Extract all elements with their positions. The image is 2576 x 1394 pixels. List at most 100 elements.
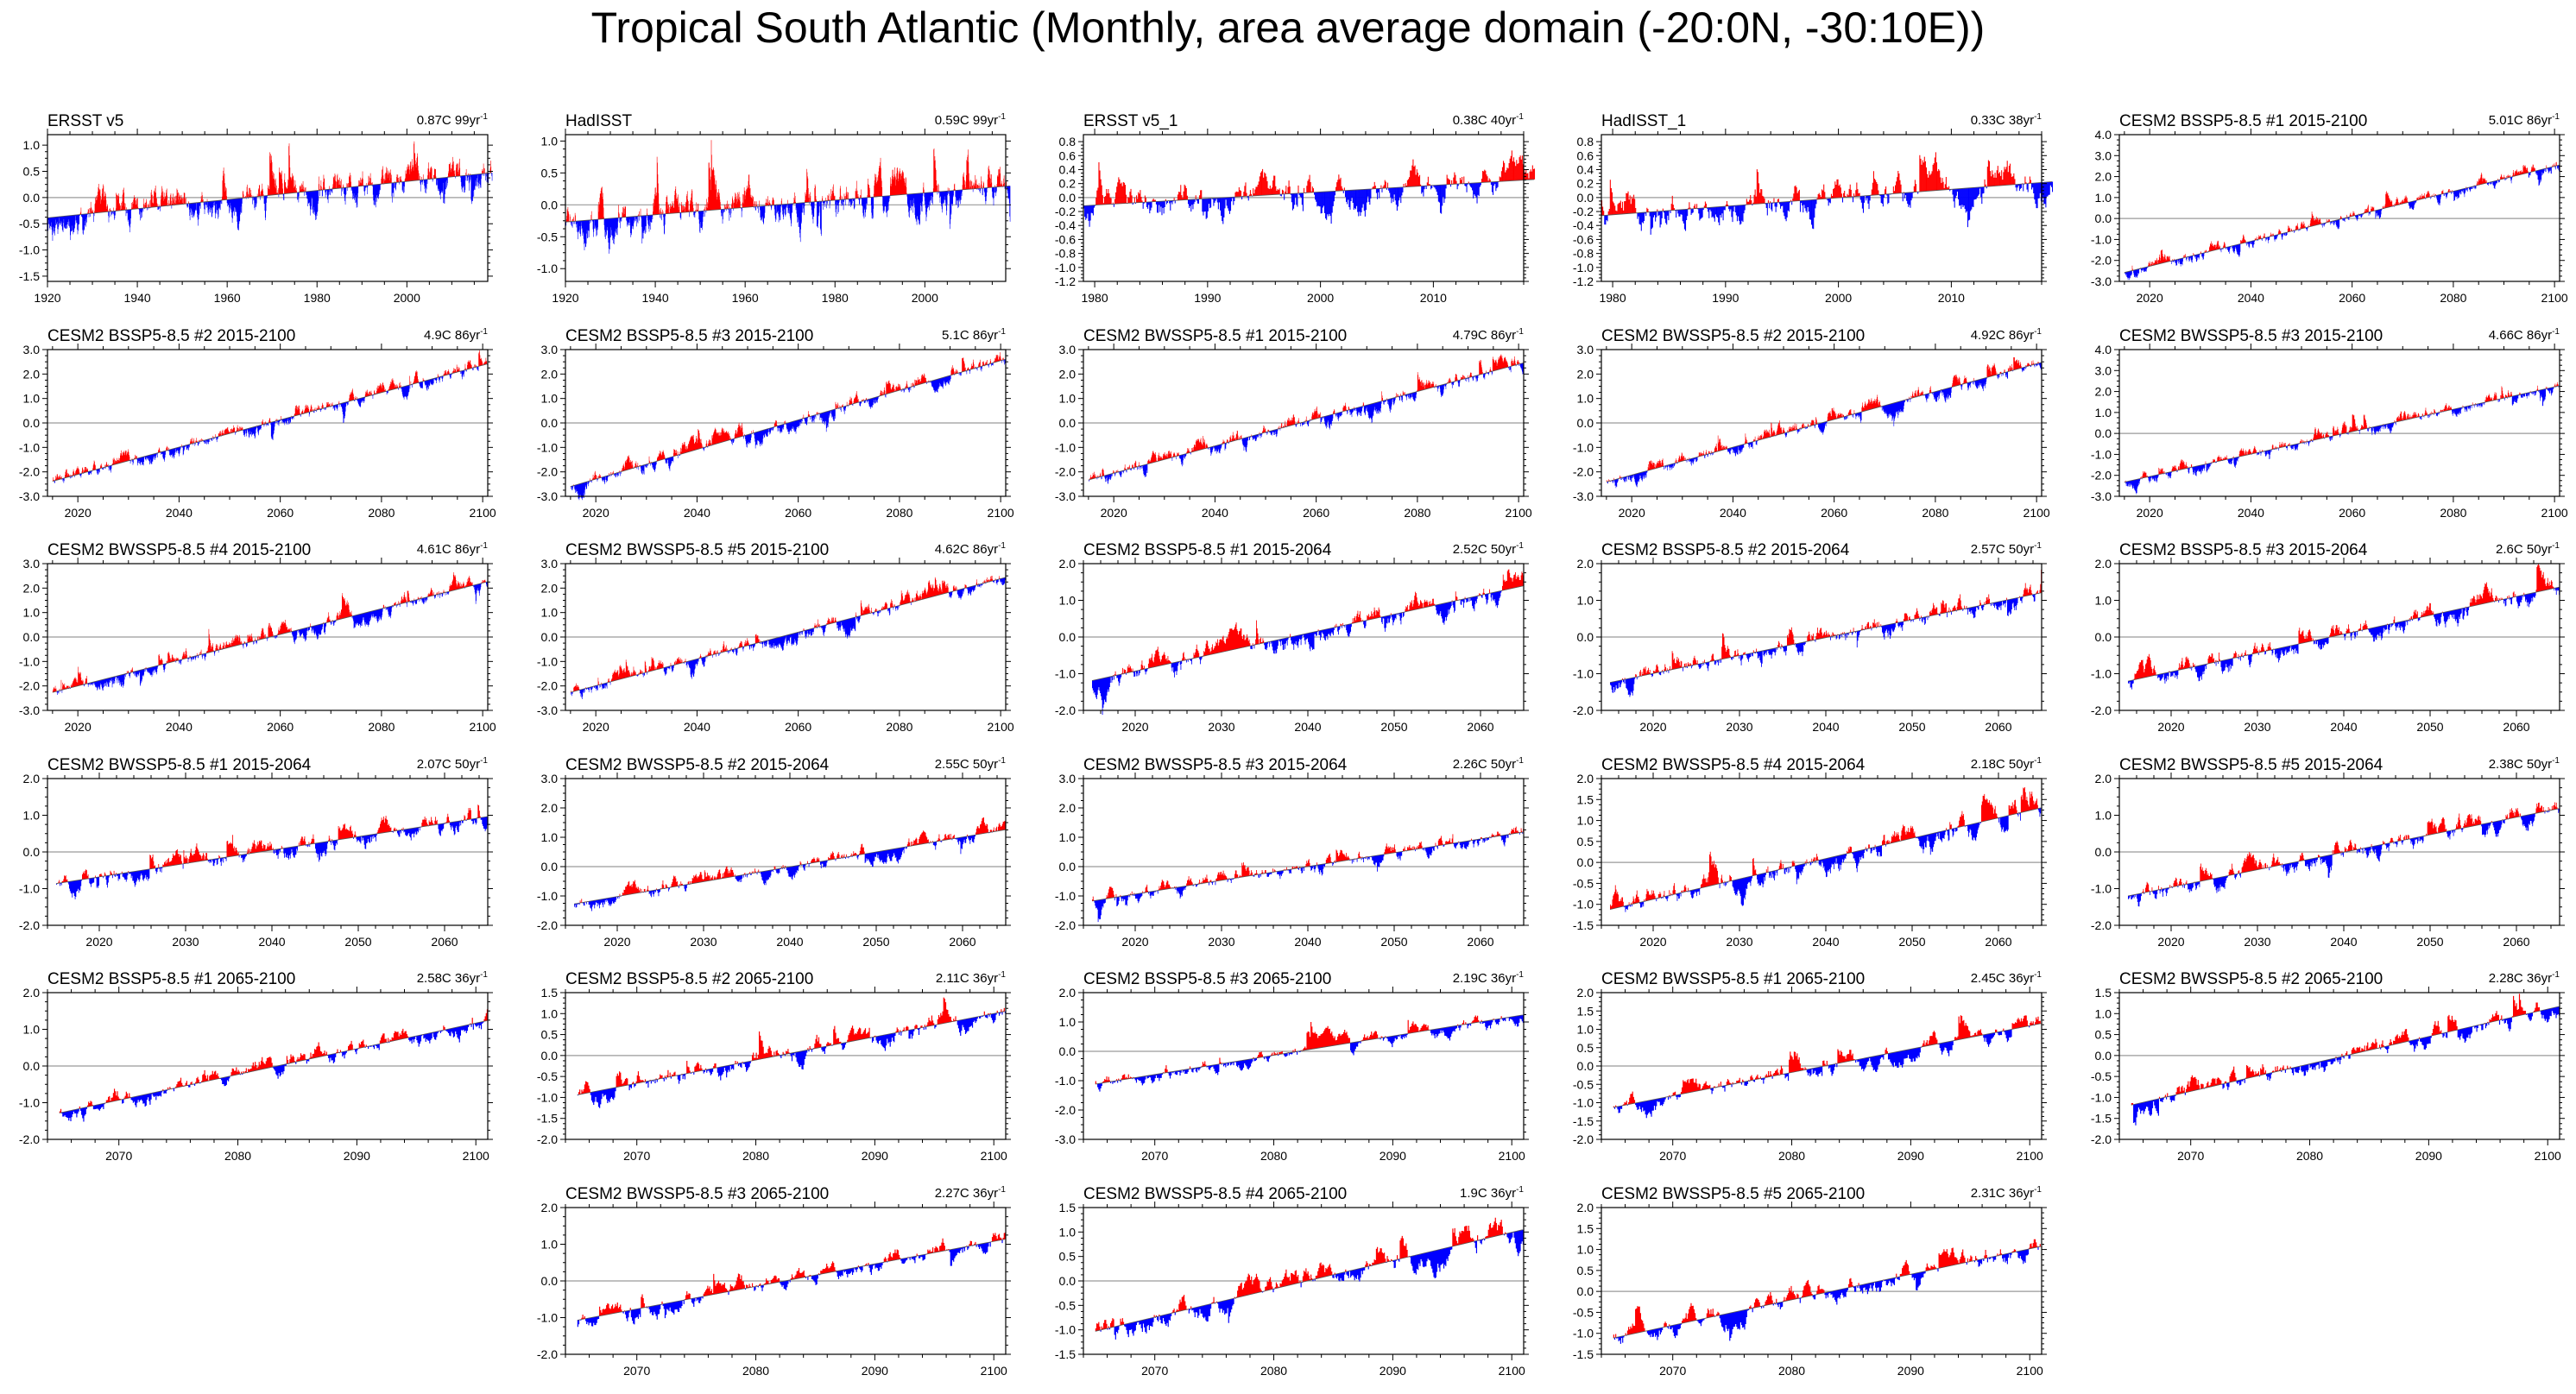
series-below-trend — [2133, 1006, 2560, 1126]
series-below-trend — [2128, 808, 2560, 907]
chart-panel-20: CESM2 BWSSP5-8.5 #5 2015-2064 2.38C 50yr-… — [2091, 756, 2565, 949]
series-below-trend — [2128, 587, 2560, 690]
series-above-trend — [2131, 993, 2541, 1106]
trend-line — [2131, 1006, 2559, 1106]
trend-line — [2124, 385, 2560, 483]
x-tick-label: 2100 — [2535, 1149, 2561, 1163]
y-tick-label: -1.0 — [1055, 889, 1076, 903]
x-tick-label: 2020 — [2157, 935, 2184, 949]
panel-trend-exponent: -1 — [2034, 541, 2042, 551]
series-above-trend — [1610, 786, 2038, 910]
series-below-trend — [1100, 1229, 1525, 1340]
y-tick-label: 1.0 — [2095, 594, 2112, 608]
y-tick-label: -2.0 — [1055, 918, 1076, 932]
panel-frame — [2118, 992, 2560, 1140]
x-tick-label: 2070 — [1659, 1364, 1686, 1378]
y-tick-label: 1.0 — [541, 134, 559, 148]
series-below-trend — [1623, 807, 2042, 912]
y-tick-label: 1.0 — [1577, 1023, 1594, 1037]
x-tick-label: 2100 — [2024, 506, 2050, 520]
y-tick-label: -1.0 — [537, 440, 558, 454]
y-tick-label: -1.5 — [1573, 918, 1594, 932]
chart-panel-9: CESM2 BWSSP5-8.5 #2 2015-2100 4.92C 86yr-… — [1573, 327, 2050, 520]
y-tick-label: -1.0 — [1573, 1327, 1594, 1340]
y-tick-label: -1.0 — [19, 654, 40, 668]
y-tick-label: 0.0 — [2095, 845, 2112, 859]
x-tick-label: 2080 — [2440, 291, 2466, 305]
panel-trend: 2.11C 36yr-1 — [936, 970, 1007, 986]
panel-trend-exponent: -1 — [998, 1185, 1006, 1195]
y-tick-label: 1.0 — [541, 1006, 559, 1020]
series-above-trend — [578, 997, 1005, 1095]
x-tick-label: 2020 — [1619, 506, 1645, 520]
x-tick-label: 2090 — [2415, 1149, 2442, 1163]
y-tick-label: -0.5 — [19, 217, 40, 230]
panel-title: ERSST v5 — [47, 112, 123, 130]
y-tick-label: -1.0 — [19, 243, 40, 257]
panel-frame — [565, 134, 1007, 282]
y-tick-label: -1.0 — [1573, 898, 1594, 911]
y-tick-label: 1.0 — [1577, 392, 1594, 406]
panel-frame — [1083, 778, 1525, 926]
panel-title: CESM2 BWSSP5-8.5 #1 2015-2064 — [47, 756, 312, 774]
x-tick-label: 2000 — [1825, 291, 1852, 305]
y-tick-label: -1.5 — [1573, 1114, 1594, 1128]
x-tick-label: 2060 — [431, 935, 458, 949]
y-tick-label: 2.0 — [23, 367, 41, 381]
panel-frame — [1601, 778, 2042, 926]
y-tick-label: -2.0 — [19, 1132, 40, 1146]
x-tick-label: 2020 — [1121, 935, 1148, 949]
y-tick-label: -1.0 — [1573, 261, 1594, 274]
x-tick-label: 2030 — [1208, 720, 1234, 734]
y-tick-label: 0.6 — [1059, 148, 1076, 162]
y-tick-label: 3.0 — [1059, 772, 1076, 785]
x-tick-label: 2040 — [1812, 720, 1839, 734]
y-tick-label: 3.0 — [1059, 343, 1076, 356]
y-tick-label: 1.0 — [2095, 809, 2112, 823]
panel-trend-exponent: -1 — [480, 756, 488, 766]
x-tick-label: 2060 — [1985, 720, 2011, 734]
x-tick-label: 1980 — [822, 291, 849, 305]
x-tick-label: 2020 — [2157, 720, 2184, 734]
panel-trend-exponent: -1 — [2034, 756, 2042, 766]
y-tick-label: 0.4 — [1577, 162, 1594, 176]
y-tick-label: 1.0 — [23, 392, 41, 406]
x-tick-label: 2090 — [1897, 1149, 1924, 1163]
panel-trend: 4.66C 86yr-1 — [2489, 327, 2560, 343]
panel-trend: 4.79C 86yr-1 — [1453, 327, 1525, 343]
x-tick-label: 1940 — [124, 291, 151, 305]
panel-title: CESM2 BSSP5-8.5 #3 2015-2064 — [2119, 541, 2368, 559]
y-tick-label: 1.0 — [1577, 594, 1594, 608]
series-above-trend — [1095, 1015, 1507, 1085]
panel-title: HadISST_1 — [1601, 112, 1686, 130]
y-tick-label: 0.5 — [1059, 1250, 1076, 1264]
chart-panel-6: CESM2 BSSP5-8.5 #2 2015-2100 4.9C 86yr-1 3… — [19, 327, 496, 520]
y-tick-label: -0.5 — [537, 230, 558, 243]
x-tick-label: 2030 — [1726, 720, 1752, 734]
trend-line — [1601, 181, 2053, 217]
y-tick-label: -1.0 — [1055, 1323, 1076, 1337]
y-tick-label: 2.0 — [2095, 170, 2112, 184]
y-tick-label: 1.0 — [1059, 594, 1076, 608]
panel-title: CESM2 BWSSP5-8.5 #4 2065-2100 — [1083, 1185, 1347, 1203]
x-tick-label: 2060 — [2339, 506, 2365, 520]
panel-frame — [2118, 134, 2560, 282]
series-above-trend — [1088, 354, 1520, 481]
series-below-trend — [571, 359, 1007, 501]
trend-line — [1609, 592, 2042, 684]
y-tick-label: 0.0 — [23, 416, 41, 430]
x-tick-label: 2040 — [166, 720, 193, 734]
y-tick-label: 0.0 — [1577, 191, 1594, 205]
y-tick-label: 1.0 — [23, 606, 41, 620]
x-tick-label: 1920 — [34, 291, 60, 305]
y-tick-label: 0.0 — [1059, 1044, 1076, 1058]
chart-panel-25: CESM2 BWSSP5-8.5 #2 2065-2100 2.28C 36yr-… — [2091, 970, 2565, 1163]
y-tick-label: 1.0 — [541, 606, 559, 620]
x-tick-label: 2050 — [344, 935, 371, 949]
y-tick-label: 0.0 — [1577, 416, 1594, 430]
chart-panel-15: CESM2 BSSP5-8.5 #3 2015-2064 2.6C 50yr-1 2… — [2091, 541, 2565, 734]
panel-title: CESM2 BWSSP5-8.5 #5 2065-2100 — [1601, 1185, 1865, 1203]
y-tick-label: 1.0 — [1577, 1243, 1594, 1257]
y-tick-label: -1.0 — [2091, 447, 2112, 461]
chart-panel-19: CESM2 BWSSP5-8.5 #4 2015-2064 2.18C 50yr-… — [1573, 756, 2047, 949]
